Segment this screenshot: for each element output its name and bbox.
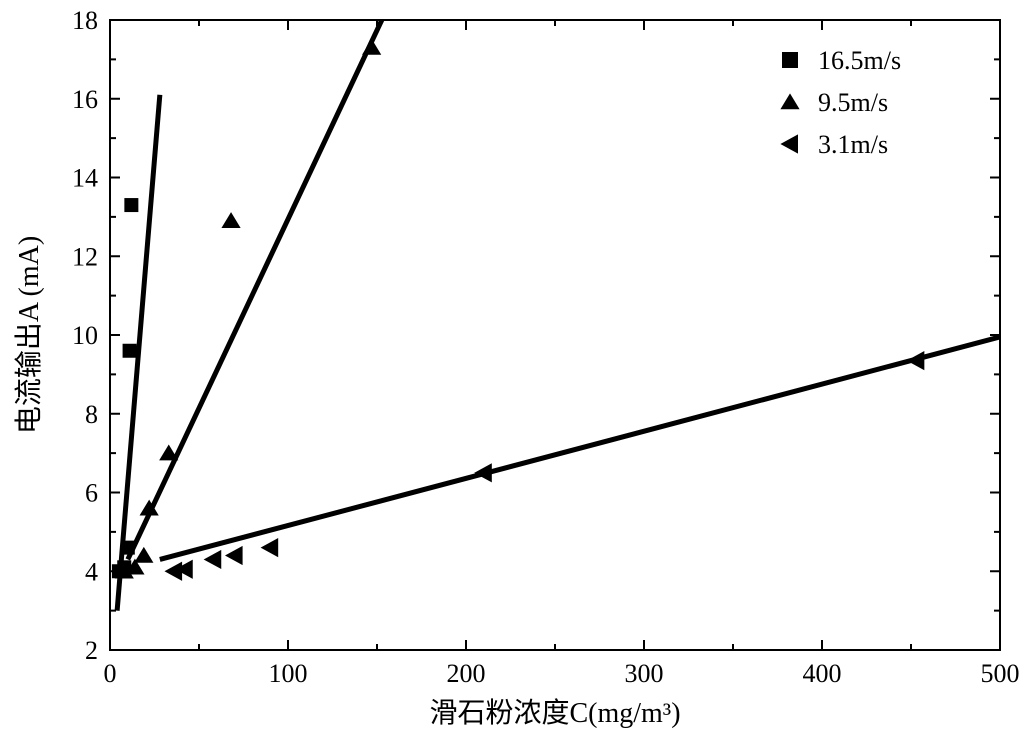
y-tick-label: 8: [85, 400, 98, 429]
legend-label: 3.1m/s: [818, 130, 888, 159]
legend: 16.5m/s 9.5m/s 3.1m/s: [780, 46, 901, 159]
y-tick-label: 12: [72, 242, 98, 271]
fit-line: [160, 337, 1000, 559]
triangle-left-marker-icon: [225, 546, 243, 565]
x-tick-label: 100: [269, 659, 308, 688]
x-tick-label: 300: [625, 659, 664, 688]
triangle-left-marker-icon: [907, 351, 925, 370]
chart-svg: 0 100 200 300 400 500 2 4 6 8 10 12 14 16 18 滑石粉浓度C(mg/…: [0, 0, 1031, 753]
x-axis-label: 滑石粉浓度C(mg/m³): [429, 697, 680, 729]
square-marker-icon: [121, 541, 135, 555]
legend-label: 9.5m/s: [818, 88, 888, 117]
square-marker-icon: [124, 198, 138, 212]
y-tick-label: 2: [85, 636, 98, 665]
triangle-up-marker-icon: [780, 93, 799, 109]
triangle-left-marker-icon: [261, 538, 279, 557]
x-tick-label: 200: [447, 659, 486, 688]
chart-container: 0 100 200 300 400 500 2 4 6 8 10 12 14 16 18 滑石粉浓度C(mg/…: [0, 0, 1031, 753]
triangle-left-marker-icon: [780, 134, 798, 153]
y-axis-label: 电流输出A (mA): [13, 236, 45, 434]
y-tick-label: 18: [72, 6, 98, 35]
y-tick-label: 16: [72, 85, 98, 114]
triangle-up-marker-icon: [362, 39, 381, 55]
y-tick-label: 10: [72, 321, 98, 350]
triangle-left-marker-icon: [204, 550, 222, 569]
triangle-left-marker-icon: [474, 463, 492, 482]
x-tick-label: 0: [104, 659, 117, 688]
square-marker-icon: [782, 52, 798, 68]
x-tick-label: 400: [803, 659, 842, 688]
triangle-up-marker-icon: [221, 212, 240, 228]
legend-label: 16.5m/s: [818, 46, 901, 75]
x-tick-label: 500: [981, 659, 1020, 688]
square-marker-icon: [123, 344, 137, 358]
y-tick-label: 14: [72, 164, 98, 193]
fit-line: [128, 0, 395, 559]
y-tick-label: 4: [85, 557, 98, 586]
triangle-up-marker-icon: [134, 547, 153, 563]
y-tick-label: 6: [85, 479, 98, 508]
